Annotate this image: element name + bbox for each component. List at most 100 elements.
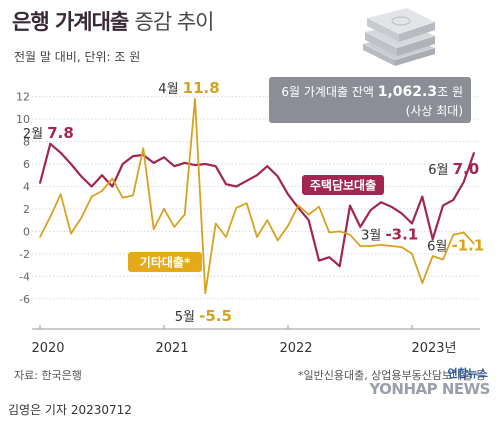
data-point [431, 255, 434, 257]
series-label-other: 기타대출* [140, 255, 191, 270]
callout-value: 1,062.3 [377, 84, 438, 100]
data-point [328, 231, 331, 234]
series-line-other-loans [39, 98, 475, 295]
x-tick-label: 2023년 [411, 341, 456, 356]
subtitle: 전월 말 대비, 단위: 조 원 [14, 50, 141, 64]
data-point [338, 265, 341, 268]
data-point [411, 253, 413, 255]
y-tick-label: 6 [23, 158, 30, 171]
data-point [328, 256, 331, 259]
data-point [183, 162, 186, 164]
data-point [214, 165, 217, 168]
data-point [111, 177, 114, 180]
data-point [235, 185, 238, 188]
data-point [39, 182, 41, 184]
data-point [421, 282, 424, 284]
data-point [132, 194, 134, 197]
data-point [297, 204, 300, 207]
data-point [59, 151, 62, 154]
data-point [152, 162, 155, 164]
data-point [245, 180, 248, 182]
data-point [390, 205, 393, 208]
data-point [204, 292, 207, 294]
title-main: 은행 가계대출 [12, 10, 129, 34]
annotation-month: 2월 [23, 127, 47, 142]
data-point [266, 165, 269, 168]
annotation-value: 7.0 [453, 160, 480, 178]
series-label-mortgage: 주택담보대출 [310, 178, 376, 193]
series-line-mortgage [38, 142, 476, 268]
x-tick-label: 2022 [279, 341, 312, 356]
data-point [462, 231, 465, 234]
data-point [245, 202, 248, 205]
data-point [225, 183, 227, 186]
data-point [369, 209, 372, 211]
data-point [287, 193, 289, 196]
data-point [194, 164, 196, 166]
data-point [132, 155, 134, 157]
data-point [59, 193, 62, 196]
data-point [101, 190, 103, 192]
data-point [473, 151, 475, 154]
data-point [390, 245, 393, 247]
data-point [256, 174, 258, 177]
y-tick-label: 4 [23, 180, 30, 193]
credit-line: 김영은 기자 20230712 [8, 403, 132, 417]
data-point [235, 207, 238, 209]
data-point [349, 204, 351, 207]
agency-logo: YONHAP NEWS [369, 380, 490, 398]
annotation-value: -1.1 [451, 237, 484, 255]
y-tick-label: 0 [23, 225, 30, 238]
data-point [359, 245, 362, 247]
annotation-label: 6월 -1.1 [427, 237, 484, 255]
data-point [307, 219, 310, 221]
annotation-month: 3월 [361, 228, 385, 243]
data-point [349, 233, 351, 236]
annotation-label: 4월 11.8 [158, 79, 219, 97]
data-point [173, 165, 176, 168]
data-point [121, 163, 124, 165]
data-point [214, 222, 217, 225]
series-label-other-bg [128, 252, 202, 272]
data-point [400, 246, 403, 248]
data-point [49, 142, 52, 145]
annotation-month: 6월 [427, 240, 451, 255]
data-point [266, 219, 269, 221]
callout-prefix: 6월 가계대출 잔액 [281, 85, 374, 99]
series-label-mortgage-bg [302, 175, 384, 195]
data-point [442, 204, 444, 207]
data-point [318, 259, 320, 262]
data-point [39, 236, 41, 238]
y-tick-label: -6 [19, 293, 30, 306]
y-tick-label: 12 [16, 91, 30, 104]
data-point [473, 242, 475, 245]
annotation-label: 6월 7.0 [428, 160, 479, 178]
data-point [276, 175, 279, 178]
page-title: 은행 가계대출 증감 추이 [12, 6, 215, 36]
data-point [204, 163, 207, 165]
data-point [380, 244, 382, 246]
x-tick-label: 2020 [31, 341, 64, 356]
data-point [90, 195, 93, 198]
annotation-value: 11.8 [183, 79, 220, 97]
money-stack-icon [361, 7, 437, 66]
data-point [142, 147, 145, 150]
data-point [462, 181, 465, 183]
y-tick-label: 8 [23, 136, 30, 149]
data-point [369, 245, 372, 247]
annotation-label: 2월 7.8 [23, 124, 74, 142]
data-point [194, 98, 196, 100]
y-tick-label: -2 [19, 248, 30, 261]
data-point [421, 195, 424, 198]
data-point [173, 226, 176, 228]
data-point [49, 215, 52, 218]
data-point [225, 236, 227, 238]
data-point [276, 239, 279, 242]
data-point [111, 185, 114, 188]
annotation-value: -3.1 [385, 225, 418, 243]
source-note: 자료: 한국은행 [14, 369, 82, 382]
data-point [452, 233, 455, 236]
x-tick-label: 2021 [155, 341, 188, 356]
data-point [183, 213, 186, 216]
